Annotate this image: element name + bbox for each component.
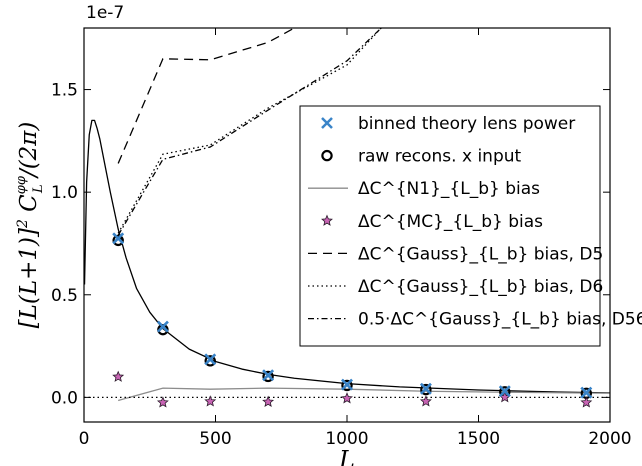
legend: binned theory lens power raw recons. x in… bbox=[299, 105, 642, 347]
axes: 0 500 1000 1500 2000 0.0 0.5 1.0 1.5 L [L(L+1)]2 C… bbox=[14, 27, 632, 466]
legend-label-4: ΔC^{Gauss}_{L_b} bias, D5 bbox=[358, 244, 603, 264]
legend-box bbox=[299, 105, 601, 347]
x-tick-label: 1000 bbox=[325, 429, 368, 449]
data-point-raw-recons-x-input bbox=[341, 379, 353, 392]
data-point-binned-theory-overlay bbox=[157, 320, 169, 333]
data-point-binned-theory-overlay bbox=[498, 385, 511, 398]
data-point-binned-theory-overlay bbox=[580, 386, 593, 399]
series-line-0-5-gauss-bias-d56 bbox=[117, 28, 382, 236]
data-point-raw-recons-x-input bbox=[112, 234, 124, 247]
legend-label-6: 0.5·ΔC^{Gauss}_{L_b} bias, D56 bbox=[358, 310, 642, 330]
y-scale-label: 1e-7 bbox=[86, 3, 124, 23]
x-tick-label: 500 bbox=[199, 429, 231, 449]
legend-label-3: ΔC^{MC}_{L_b} bias bbox=[358, 212, 543, 232]
data-point-raw-recons-x-input bbox=[420, 383, 432, 396]
x-tick-label: 0 bbox=[79, 429, 90, 449]
legend-handle-0 bbox=[321, 117, 333, 129]
data-point-binned-theory-overlay bbox=[112, 232, 125, 245]
x-tick-label: 2000 bbox=[588, 429, 631, 449]
data-point-binned-theory-overlay bbox=[262, 369, 274, 382]
y-tick-label: 0.0 bbox=[51, 388, 78, 408]
legend-handle-1 bbox=[321, 149, 333, 162]
data-point-mc-bias bbox=[419, 395, 432, 407]
legend-label-2: ΔC^{N1}_{L_b} bias bbox=[358, 179, 540, 199]
data-point-mc-bias bbox=[156, 396, 169, 408]
legend-handle-3 bbox=[321, 214, 333, 226]
data-point-mc-bias bbox=[112, 370, 125, 382]
series-line-gauss-bias-d5 bbox=[117, 28, 295, 164]
data-point-mc-bias bbox=[262, 395, 275, 407]
data-point-raw-recons-x-input bbox=[204, 355, 216, 367]
data-point-mc-bias bbox=[580, 396, 593, 408]
data-point-binned-theory-overlay bbox=[204, 353, 217, 366]
x-tick-label: 1500 bbox=[457, 429, 500, 449]
x-axis-label: L bbox=[338, 446, 355, 466]
plot-area bbox=[84, 28, 610, 408]
data-point-mc-bias bbox=[341, 392, 353, 404]
series-line-n1-bias bbox=[118, 387, 610, 402]
data-point-binned-theory-overlay bbox=[341, 378, 353, 391]
data-point-raw-recons-x-input bbox=[262, 370, 274, 383]
y-tick-label: 1.0 bbox=[51, 183, 78, 203]
legend-label-0: binned theory lens power bbox=[358, 114, 575, 134]
series-line-theory-lens-power bbox=[84, 119, 610, 394]
y-tick-label: 0.5 bbox=[51, 286, 78, 306]
y-axis-label: [L(L+1)]2 Cφφ L /(2π) bbox=[14, 122, 46, 329]
y-tick-label: 1.5 bbox=[51, 81, 78, 101]
legend-label-1: raw recons. x input bbox=[358, 147, 522, 167]
data-point-mc-bias bbox=[204, 395, 217, 407]
data-point-binned-theory-overlay bbox=[420, 382, 432, 395]
legend-label-5: ΔC^{Gauss}_{L_b} bias, D6 bbox=[358, 277, 603, 297]
